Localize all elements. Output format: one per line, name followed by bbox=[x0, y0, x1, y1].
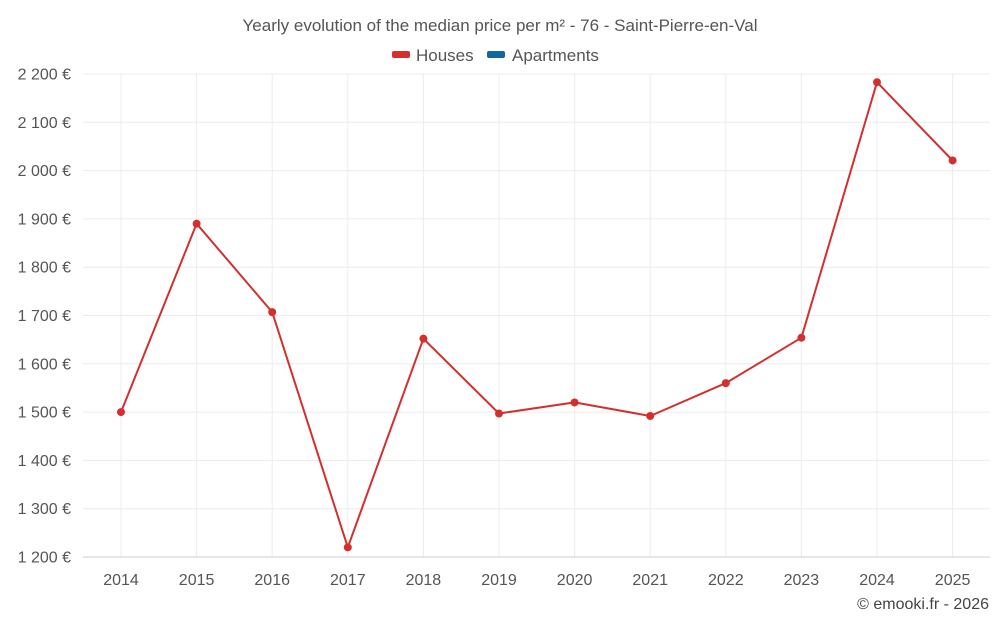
legend: Houses Apartments bbox=[392, 46, 599, 65]
data-point[interactable] bbox=[646, 411, 655, 420]
data-point[interactable] bbox=[192, 219, 201, 228]
x-tick-label: 2014 bbox=[103, 572, 139, 589]
data-point[interactable] bbox=[343, 543, 352, 552]
chart-title: Yearly evolution of the median price per… bbox=[243, 16, 758, 35]
credit-text: © emooki.fr - 2026 bbox=[857, 596, 989, 613]
data-point[interactable] bbox=[721, 379, 730, 388]
y-tick-label: 1 200 € bbox=[18, 550, 71, 567]
data-point[interactable] bbox=[948, 156, 957, 165]
series-line-houses bbox=[120, 81, 954, 549]
legend-label-apartments: Apartments bbox=[512, 46, 599, 65]
x-tick-label: 2024 bbox=[859, 572, 895, 589]
x-tick-label: 2015 bbox=[179, 572, 215, 589]
x-tick-label: 2020 bbox=[557, 572, 593, 589]
data-point[interactable] bbox=[419, 334, 428, 343]
y-tick-label: 2 200 € bbox=[18, 67, 71, 84]
data-point[interactable] bbox=[797, 333, 806, 342]
data-point[interactable] bbox=[268, 308, 277, 317]
y-tick-label: 1 900 € bbox=[18, 211, 71, 228]
y-tick-label: 1 800 € bbox=[18, 260, 71, 277]
legend-label-houses: Houses bbox=[416, 46, 474, 65]
data-point[interactable] bbox=[117, 408, 125, 417]
legend-swatch-houses bbox=[392, 51, 410, 58]
y-tick-label: 1 600 € bbox=[18, 356, 71, 373]
x-tick-label: 2022 bbox=[708, 572, 744, 589]
legend-item-apartments[interactable]: Apartments bbox=[487, 46, 599, 65]
x-tick-label: 2018 bbox=[406, 572, 442, 589]
data-point[interactable] bbox=[873, 78, 881, 87]
x-tick-label: 2023 bbox=[784, 572, 820, 589]
y-tick-label: 2 100 € bbox=[18, 115, 71, 132]
y-axis-ticks: 1 200 € 1 300 € 1 400 € 1 500 € 1 600 € 1 700… bbox=[18, 67, 71, 567]
x-tick-label: 2019 bbox=[481, 572, 517, 589]
series-houses bbox=[117, 78, 957, 552]
x-tick-label: 2016 bbox=[254, 572, 290, 589]
y-tick-label: 1 400 € bbox=[18, 453, 71, 470]
data-point[interactable] bbox=[570, 398, 579, 407]
x-tick-label: 2017 bbox=[330, 572, 366, 589]
data-point[interactable] bbox=[495, 409, 503, 418]
y-tick-label: 1 500 € bbox=[18, 405, 71, 422]
x-tick-label: 2025 bbox=[935, 572, 971, 589]
x-tick-label: 2021 bbox=[632, 572, 668, 589]
legend-item-houses[interactable]: Houses bbox=[392, 46, 474, 65]
y-tick-label: 1 700 € bbox=[18, 308, 71, 325]
y-tick-label: 2 000 € bbox=[18, 163, 71, 180]
x-axis-ticks: 2014 2015 2016 2017 2018 2019 2020 2021 2022 2023… bbox=[103, 572, 970, 589]
legend-swatch-apartments bbox=[487, 51, 505, 58]
y-tick-label: 1 300 € bbox=[18, 501, 71, 518]
grid bbox=[83, 73, 990, 558]
